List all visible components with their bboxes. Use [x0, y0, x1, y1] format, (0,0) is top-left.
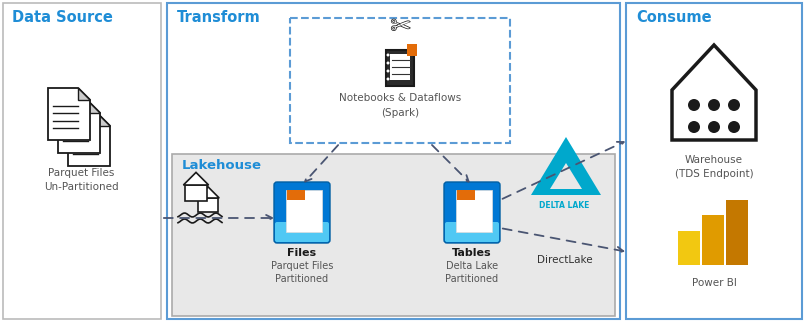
Text: (Spark): (Spark) — [381, 108, 419, 118]
Bar — [702, 215, 724, 265]
Polygon shape — [68, 114, 110, 166]
Polygon shape — [672, 45, 756, 140]
Bar — [290, 18, 510, 143]
Text: Power BI: Power BI — [691, 278, 737, 288]
Polygon shape — [58, 101, 100, 153]
Text: Files: Files — [287, 248, 316, 258]
Bar — [386, 50, 414, 86]
Text: Consume: Consume — [636, 10, 712, 25]
Text: Data Source: Data Source — [12, 10, 113, 25]
Text: Tables: Tables — [452, 248, 492, 258]
Polygon shape — [78, 88, 90, 100]
FancyBboxPatch shape — [444, 182, 500, 243]
Bar — [626, 3, 802, 319]
Bar — [3, 3, 161, 319]
Polygon shape — [550, 163, 582, 189]
Circle shape — [708, 99, 720, 111]
Circle shape — [688, 99, 700, 111]
Bar — [678, 231, 700, 265]
Circle shape — [386, 62, 390, 64]
Bar — [390, 54, 410, 80]
Polygon shape — [196, 187, 219, 198]
Circle shape — [728, 99, 740, 111]
Text: Parquet Files
Un-Partitioned: Parquet Files Un-Partitioned — [43, 168, 118, 192]
Bar — [198, 198, 217, 213]
Bar — [286, 190, 322, 232]
FancyBboxPatch shape — [274, 182, 330, 243]
Text: Transform: Transform — [177, 10, 261, 25]
Bar — [185, 185, 207, 201]
Polygon shape — [184, 172, 208, 185]
Text: ✄: ✄ — [390, 15, 411, 39]
Bar — [277, 224, 327, 232]
Polygon shape — [531, 137, 601, 195]
Text: Delta Lake
Partitioned: Delta Lake Partitioned — [445, 261, 498, 284]
Polygon shape — [48, 88, 90, 140]
Circle shape — [386, 78, 390, 80]
Bar — [172, 154, 615, 316]
Polygon shape — [89, 101, 100, 113]
Bar — [726, 200, 748, 265]
Circle shape — [708, 121, 720, 133]
FancyBboxPatch shape — [445, 222, 499, 242]
Polygon shape — [98, 114, 110, 126]
Bar — [287, 190, 305, 200]
Bar — [407, 44, 417, 56]
Text: Warehouse
(TDS Endpoint): Warehouse (TDS Endpoint) — [675, 155, 753, 179]
Bar — [447, 224, 497, 232]
Circle shape — [688, 121, 700, 133]
Bar — [457, 190, 475, 200]
Text: Lakehouse: Lakehouse — [182, 159, 262, 172]
Text: Parquet Files
Partitioned: Parquet Files Partitioned — [270, 261, 333, 284]
Circle shape — [386, 70, 390, 72]
FancyBboxPatch shape — [275, 222, 329, 242]
Text: DELTA LAKE: DELTA LAKE — [539, 201, 589, 210]
Circle shape — [728, 121, 740, 133]
Bar — [456, 190, 492, 232]
Text: Notebooks & Dataflows: Notebooks & Dataflows — [339, 93, 461, 103]
Bar — [167, 3, 620, 319]
Text: DirectLake: DirectLake — [537, 255, 592, 265]
Circle shape — [386, 53, 390, 56]
